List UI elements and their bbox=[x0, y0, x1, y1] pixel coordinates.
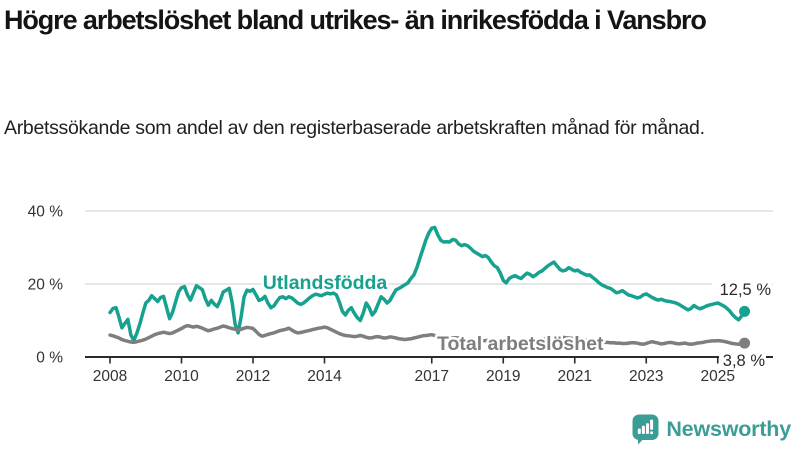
x-axis-tick-label: 2017 bbox=[415, 368, 449, 385]
newsworthy-logo: Newsworthy bbox=[632, 414, 791, 445]
series-line-utlandsfodda bbox=[108, 225, 747, 343]
x-axis-tick-label: 2025 bbox=[701, 368, 735, 385]
series-name-label-utlandsfodda: Utlandsfödda bbox=[263, 272, 388, 294]
x-axis-tick-label: 2023 bbox=[629, 368, 663, 385]
x-axis-tick-label: 2012 bbox=[236, 368, 270, 385]
series-line-total-arbetsloshet bbox=[108, 323, 747, 346]
y-axis-tick-label: 40 % bbox=[28, 204, 64, 221]
end-label-background bbox=[719, 351, 766, 368]
series-end-value-label: 12,5 % bbox=[720, 281, 772, 299]
x-axis-tick-label: 2010 bbox=[164, 368, 199, 385]
series-name-label-total-arbetsloshet: Total arbetslöshet bbox=[437, 333, 604, 355]
x-axis-tick-label: 2008 bbox=[93, 368, 127, 385]
series-end-dot-utlandsfodda bbox=[739, 305, 751, 317]
x-axis-tick-label: 2021 bbox=[558, 368, 592, 385]
newsworthy-speech-bubble-bar-chart-icon bbox=[632, 414, 659, 445]
series-end-value-label: 3,8 % bbox=[723, 352, 766, 370]
newsworthy-wordmark: Newsworthy bbox=[666, 417, 791, 441]
end-label-background bbox=[712, 279, 772, 298]
x-axis-tick-label: 2019 bbox=[486, 368, 520, 385]
y-axis-tick-label: 20 % bbox=[28, 277, 64, 294]
headline: Högre arbetslöshet bland utrikes- än inr… bbox=[4, 5, 707, 35]
y-axis-tick-label: 0 % bbox=[36, 350, 63, 367]
series-end-dot-total-arbetsloshet bbox=[739, 337, 751, 349]
x-axis-tick-label: 2014 bbox=[307, 368, 342, 385]
subtitle: Arbetssökande som andel av den registerb… bbox=[4, 117, 705, 139]
